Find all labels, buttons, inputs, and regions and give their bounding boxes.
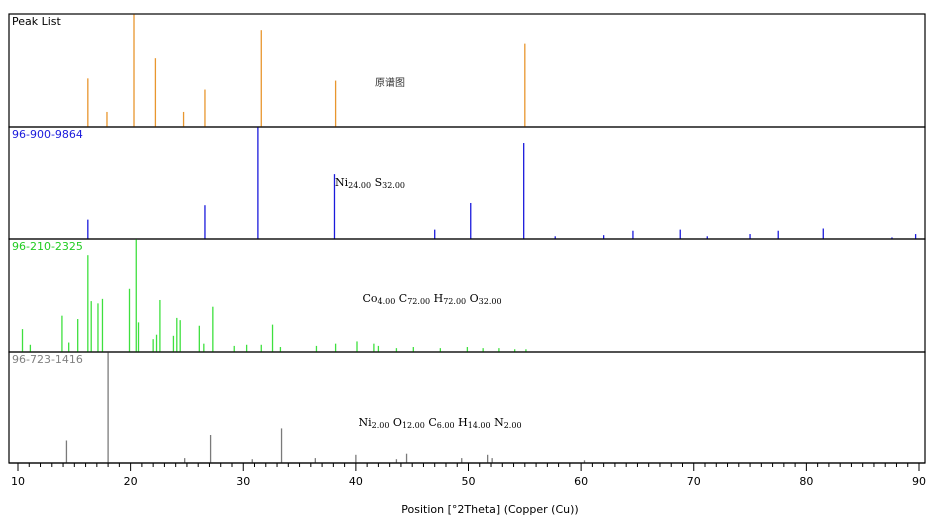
panel-name: 96-210-2325 — [12, 240, 83, 253]
panel-frame — [8, 126, 926, 240]
panel-annotation: 原谱图 — [375, 76, 405, 89]
panels-layer: Peak List 原谱图 96-900-9864 Ni24.00 S32.00 96… — [8, 13, 926, 464]
panel-name: 96-723-1416 — [12, 353, 83, 366]
panel-peak-list: Peak List 原谱图 — [8, 13, 926, 128]
panel-frame — [8, 13, 926, 128]
panel-frame — [8, 351, 926, 464]
panel-name: 96-900-9864 — [12, 128, 83, 141]
x-tick-label: 40 — [349, 475, 363, 488]
x-tick-label: 50 — [462, 475, 476, 488]
x-tick-label: 60 — [574, 475, 588, 488]
x-tick-label: 80 — [799, 475, 813, 488]
x-tick-label: 70 — [687, 475, 701, 488]
panel-96-900-9864: 96-900-9864 Ni24.00 S32.00 — [8, 126, 926, 240]
panel-annotation: Ni2.00 O12.00 C6.00 H14.00 N2.00 — [358, 416, 521, 430]
x-axis: 10 20 30 40 50 60 70 80 90 — [9, 462, 926, 488]
panel-96-723-1416: 96-723-1416 Ni2.00 O12.00 C6.00 H14.00 N2… — [8, 351, 926, 464]
x-tick-label: 10 — [11, 475, 25, 488]
panel-annotation: Co4.00 C72.00 H72.00 O32.00 — [362, 292, 501, 306]
x-tick-label: 20 — [124, 475, 138, 488]
x-axis-title: Position [°2Theta] (Copper (Cu)) — [401, 503, 578, 516]
panel-annotation: Ni24.00 S32.00 — [335, 176, 405, 190]
x-tick-label: 30 — [236, 475, 250, 488]
panel-96-210-2325: 96-210-2325 Co4.00 C72.00 H72.00 O32.00 — [8, 238, 926, 353]
x-tick-label: 90 — [912, 475, 926, 488]
panel-name: Peak List — [12, 15, 62, 28]
